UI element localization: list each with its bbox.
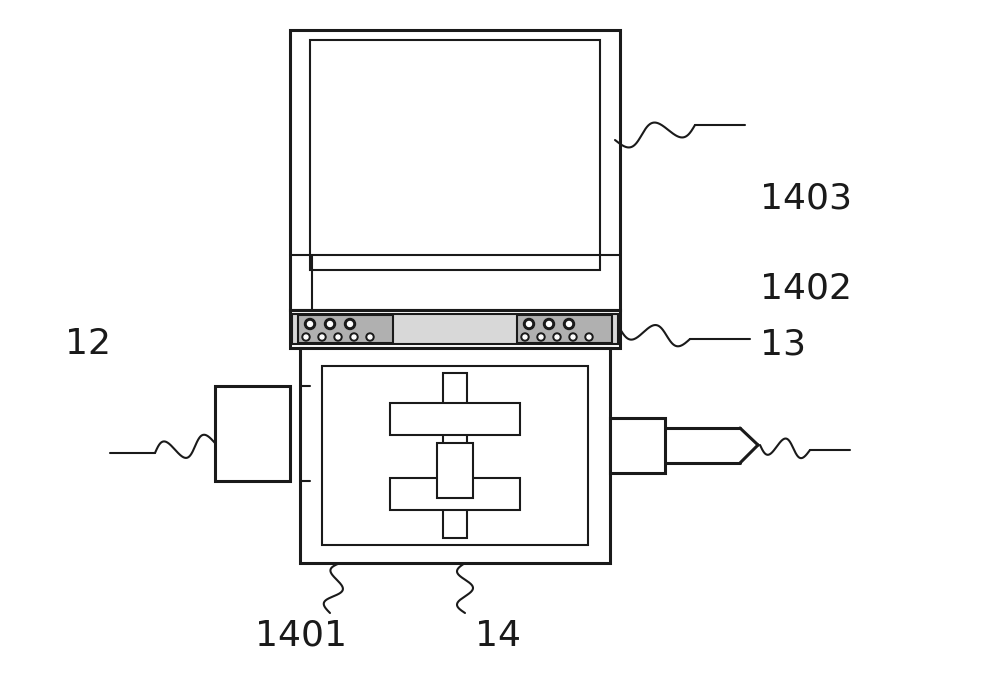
Circle shape: [587, 335, 591, 339]
Circle shape: [523, 335, 527, 339]
Circle shape: [302, 333, 310, 341]
Circle shape: [318, 333, 326, 341]
Bar: [300, 348, 610, 563]
Bar: [322, 366, 588, 545]
Circle shape: [546, 322, 552, 327]
Circle shape: [308, 322, 312, 327]
Circle shape: [348, 322, 352, 327]
Circle shape: [585, 333, 593, 341]
Bar: [443, 373, 467, 538]
Circle shape: [334, 333, 342, 341]
Text: 14: 14: [475, 619, 521, 653]
Circle shape: [544, 318, 554, 329]
Bar: [298, 315, 393, 343]
Circle shape: [352, 335, 356, 339]
Bar: [610, 418, 665, 473]
Circle shape: [524, 318, 534, 329]
Circle shape: [320, 335, 324, 339]
Circle shape: [555, 335, 559, 339]
Text: 13: 13: [760, 327, 806, 361]
Bar: [437, 443, 473, 498]
Circle shape: [304, 318, 316, 329]
Text: 1403: 1403: [760, 181, 852, 215]
Bar: [310, 40, 600, 270]
Circle shape: [526, 322, 532, 327]
Circle shape: [324, 318, 336, 329]
Circle shape: [553, 333, 561, 341]
Bar: [390, 478, 520, 510]
Circle shape: [566, 322, 572, 327]
Circle shape: [569, 333, 577, 341]
Circle shape: [350, 333, 358, 341]
Circle shape: [368, 335, 372, 339]
Circle shape: [344, 318, 356, 329]
Text: 1402: 1402: [760, 272, 852, 305]
Circle shape: [366, 333, 374, 341]
Text: 12: 12: [65, 327, 111, 361]
Text: 1401: 1401: [255, 619, 347, 653]
Circle shape: [539, 335, 543, 339]
Circle shape: [564, 318, 574, 329]
Circle shape: [521, 333, 529, 341]
Circle shape: [571, 335, 575, 339]
Bar: [517, 315, 612, 343]
Circle shape: [304, 335, 308, 339]
Bar: [215, 386, 290, 481]
Circle shape: [537, 333, 545, 341]
Bar: [390, 403, 520, 435]
Bar: [290, 30, 620, 310]
Circle shape: [336, 335, 340, 339]
Bar: [292, 314, 618, 344]
Bar: [290, 310, 620, 348]
Circle shape: [328, 322, 332, 327]
